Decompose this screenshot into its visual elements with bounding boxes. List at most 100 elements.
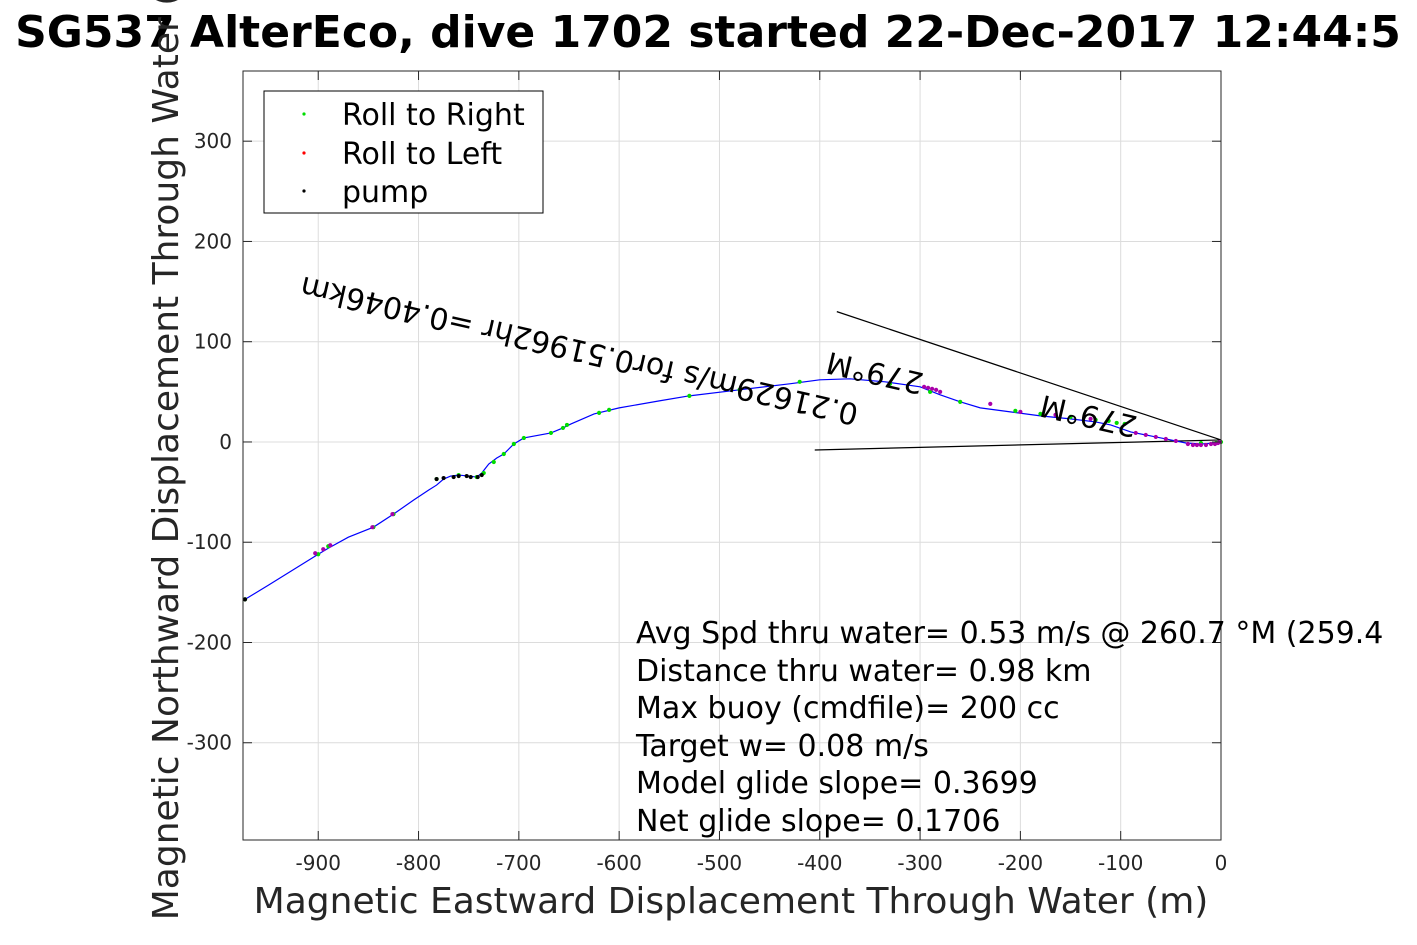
x-tick-label: -100	[1098, 851, 1143, 875]
roll-left-point	[1163, 436, 1168, 442]
axes-box	[242, 70, 1222, 841]
pump-point	[475, 474, 480, 480]
x-tick-label: 0	[1215, 851, 1228, 875]
legend-label-pump: pump	[342, 175, 428, 210]
roll-left-point	[921, 384, 927, 389]
roll-left-point	[1190, 442, 1196, 448]
pump-point	[242, 597, 248, 602]
stat-distance: Distance thru water= 0.98 km	[636, 654, 1091, 689]
y-tick-label: 0	[219, 430, 232, 454]
legend-label-roll-left: Roll to Left	[342, 137, 502, 172]
pump-point	[434, 476, 439, 482]
y-tick-label: -200	[187, 630, 232, 654]
roll-left-point	[313, 551, 318, 556]
rotated-annotation: 279°M	[823, 344, 927, 400]
rotated-annotation: 0.21629m/s for0.51962hr =0.4046km	[297, 269, 862, 432]
x-tick-label: -900	[296, 851, 341, 875]
stat-avg-speed: Avg Spd thru water= 0.53 m/s @ 260.7 °M …	[636, 616, 1383, 651]
roll-right-point	[1122, 421, 1127, 427]
x-axis-label: Magnetic Eastward Displacement Through W…	[254, 881, 1209, 922]
roll-right-point	[737, 387, 742, 392]
legend-marker-pump	[302, 189, 306, 193]
roll-left-point	[1153, 434, 1158, 440]
roll-right-point	[491, 459, 496, 465]
roll-left-point	[321, 547, 326, 552]
stat-target-w: Target w= 0.08 m/s	[635, 729, 929, 764]
roll-right-point	[1114, 420, 1119, 426]
legend-box	[263, 90, 544, 214]
roll-right-point	[1093, 417, 1098, 423]
roll-right-point	[596, 410, 602, 415]
y-tick-label: -300	[187, 731, 232, 755]
roll-left-point	[370, 525, 375, 530]
roll-left-point	[1185, 441, 1190, 447]
roll-right-point	[607, 407, 612, 412]
roll-right-point	[560, 425, 566, 431]
roll-left-point	[1133, 430, 1138, 436]
roll-left-point	[938, 389, 943, 394]
roll-right-point	[521, 435, 526, 441]
roll-right-point	[1068, 414, 1073, 419]
roll-right-point	[501, 451, 506, 457]
roll-right-point	[797, 379, 802, 384]
pump-point	[456, 473, 461, 479]
pump-point	[468, 474, 473, 480]
reference-lines	[814, 311, 1222, 451]
y-tick-label: 300	[194, 129, 232, 153]
reference-line	[814, 439, 1222, 451]
y-tick-label: 200	[194, 229, 232, 253]
roll-left-point	[1053, 412, 1058, 417]
roll-right-point	[958, 399, 963, 404]
legend-marker-roll-left	[302, 151, 306, 155]
roll-left-point	[390, 512, 395, 517]
pump-point	[479, 472, 484, 478]
roll-left-point	[1198, 442, 1204, 448]
stat-model-glide-slope: Model glide slope= 0.3699	[636, 766, 1038, 801]
roll-left-point	[988, 401, 993, 406]
roll-right-point	[548, 430, 554, 436]
roll-right-point	[564, 422, 570, 428]
x-tick-label: -300	[897, 851, 942, 875]
roll-left-point	[1018, 409, 1023, 414]
roll-right-point	[1038, 411, 1043, 416]
roll-right-point	[511, 441, 516, 447]
roll-left-point	[926, 385, 931, 390]
legend-marker-roll-right	[302, 112, 306, 116]
x-tick-label: -400	[797, 851, 842, 875]
axis-ticks: -900 -800 -700 -600 -500 -400 -300 -200 -100 0 -30…	[187, 71, 1228, 875]
x-tick-label: -700	[496, 851, 541, 875]
x-tick-label: -800	[396, 851, 441, 875]
chart-title: SG537 AlterEco, dive 1702 started 22-Dec…	[15, 7, 1401, 58]
legend: Roll to Right Roll to Left pump	[263, 90, 544, 214]
rotated-annotations: 0.21629m/s for0.51962hr =0.4046km 279°M27…	[297, 269, 1141, 444]
roll-left-point	[1143, 432, 1148, 438]
roll-left-point	[328, 543, 333, 548]
legend-label-roll-right: Roll to Right	[342, 98, 525, 133]
roll-left-point	[1208, 441, 1214, 447]
dive-statistics: Avg Spd thru water= 0.53 m/s @ 260.7 °M …	[635, 616, 1383, 839]
roll-right-point	[687, 393, 692, 398]
roll-left-point	[1194, 442, 1200, 448]
roll-right-point	[1013, 408, 1018, 413]
reference-line	[836, 311, 1222, 441]
stat-net-glide-slope: Net glide slope= 0.1706	[636, 804, 1000, 839]
pump-point	[441, 475, 446, 481]
y-axis-label: Magnetic Northward Displacement Through …	[146, 0, 187, 920]
pump-point	[451, 474, 456, 480]
y-tick-label: -100	[187, 530, 232, 554]
x-tick-label: -200	[998, 851, 1043, 875]
roll-left-point	[934, 387, 939, 392]
y-tick-label: 100	[194, 330, 232, 354]
roll-left-point	[930, 386, 935, 391]
pump-point	[464, 473, 469, 479]
roll-left-point	[1173, 438, 1178, 444]
stat-max-buoy: Max buoy (cmdfile)= 200 cc	[636, 691, 1060, 726]
roll-right-point	[928, 389, 933, 394]
grid-lines	[243, 71, 1222, 840]
x-tick-label: -600	[596, 851, 641, 875]
roll-right-point	[1106, 418, 1111, 424]
roll-left-point	[1088, 416, 1093, 422]
roll-right-point	[887, 381, 893, 386]
roll-left-point	[1203, 442, 1209, 448]
